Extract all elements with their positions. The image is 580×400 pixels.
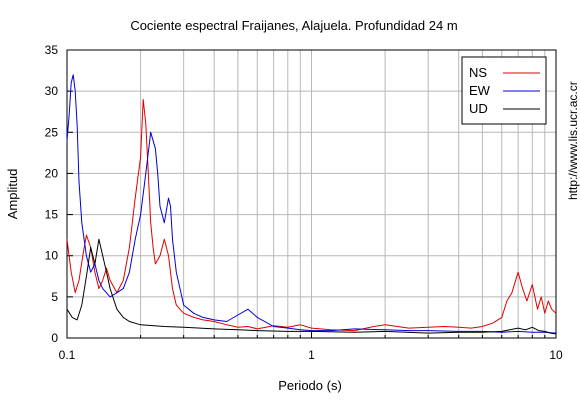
y-tick-label: 35: [45, 43, 59, 57]
legend-label-ud: UD: [469, 101, 488, 116]
series-line-ns: [66, 98, 557, 332]
y-tick-label: 15: [45, 208, 59, 222]
y-tick-label: 10: [45, 249, 59, 263]
credit-url: http://www.lis.ucr.ac.cr: [566, 81, 580, 200]
series-line-ud: [66, 238, 557, 335]
y-tick-label: 20: [45, 166, 59, 180]
x-tick-label: 10: [549, 348, 563, 362]
y-axis-label: Amplitud: [5, 169, 20, 220]
x-axis-label: Periodo (s): [278, 378, 342, 393]
y-tick-label: 25: [45, 125, 59, 139]
legend: NS EW UD: [461, 56, 547, 125]
legend-label-ew: EW: [469, 83, 491, 98]
chart-title: Cociente espectral Fraijanes, Alajuela. …: [130, 18, 457, 33]
y-tick-label: 30: [45, 84, 59, 98]
y-tick-label: 0: [51, 331, 58, 345]
x-tick-label: 0.1: [59, 348, 76, 362]
legend-label-ns: NS: [469, 65, 487, 80]
y-tick-label: 5: [51, 290, 58, 304]
x-tick-label: 1: [308, 348, 315, 362]
series-line-ew: [66, 74, 557, 334]
